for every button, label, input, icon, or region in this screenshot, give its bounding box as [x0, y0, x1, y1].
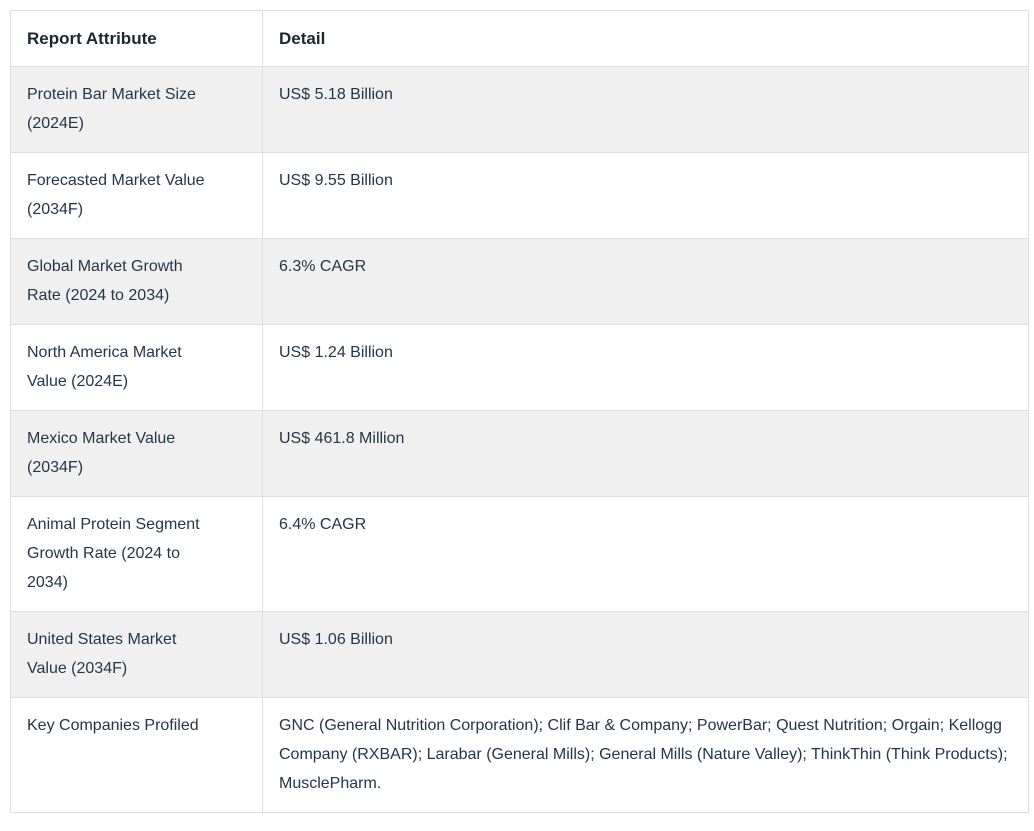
- row-detail-value: US$ 1.24 Billion: [279, 344, 393, 361]
- row-detail-value: US$ 461.8 Million: [279, 430, 405, 447]
- detail-cell: GNC (General Nutrition Corporation); Cli…: [262, 697, 1029, 813]
- row-detail-value: 6.4% CAGR: [279, 516, 367, 533]
- detail-cell: 6.3% CAGR: [262, 238, 1029, 325]
- row-attribute-label: Forecasted Market Value (2034F): [27, 172, 205, 218]
- attribute-cell: Protein Bar Market Size (2024E): [10, 66, 263, 153]
- column-header-report-attribute: Report Attribute: [10, 10, 263, 67]
- column-header-detail: Detail: [262, 10, 1029, 67]
- row-attribute-label: United States Market Value (2034F): [27, 631, 177, 677]
- table-row: Key Companies Profiled GNC (General Nutr…: [10, 697, 1029, 813]
- row-attribute-label: Global Market Growth Rate (2024 to 2034): [27, 258, 183, 304]
- row-attribute-label: Protein Bar Market Size (2024E): [27, 86, 196, 132]
- table-row: Protein Bar Market Size (2024E) US$ 5.18…: [10, 66, 1029, 153]
- row-attribute-label: Key Companies Profiled: [27, 717, 199, 734]
- attribute-cell: Key Companies Profiled: [10, 697, 263, 813]
- row-detail-value: US$ 5.18 Billion: [279, 86, 393, 103]
- table-row: United States Market Value (2034F) US$ 1…: [10, 611, 1029, 698]
- attribute-cell: Forecasted Market Value (2034F): [10, 152, 263, 239]
- row-attribute-label: Animal Protein Segment Growth Rate (2024…: [27, 516, 200, 591]
- table-row: North America Market Value (2024E) US$ 1…: [10, 324, 1029, 411]
- table-row: Forecasted Market Value (2034F) US$ 9.55…: [10, 152, 1029, 239]
- detail-cell: US$ 5.18 Billion: [262, 66, 1029, 153]
- detail-cell: US$ 461.8 Million: [262, 410, 1029, 497]
- detail-cell: US$ 9.55 Billion: [262, 152, 1029, 239]
- table-row: Global Market Growth Rate (2024 to 2034)…: [10, 238, 1029, 325]
- table-row: Mexico Market Value (2034F) US$ 461.8 Mi…: [10, 410, 1029, 497]
- attribute-cell: North America Market Value (2024E): [10, 324, 263, 411]
- row-detail-value: 6.3% CAGR: [279, 258, 367, 275]
- row-detail-value: US$ 9.55 Billion: [279, 172, 393, 189]
- detail-cell: US$ 1.24 Billion: [262, 324, 1029, 411]
- row-attribute-label: Mexico Market Value (2034F): [27, 430, 176, 476]
- attribute-cell: United States Market Value (2034F): [10, 611, 263, 698]
- report-summary-table: Report Attribute Detail Protein Bar Mark…: [10, 10, 1029, 813]
- table-header-row: Report Attribute Detail: [10, 10, 1029, 67]
- attribute-cell: Global Market Growth Rate (2024 to 2034): [10, 238, 263, 325]
- table-row: Animal Protein Segment Growth Rate (2024…: [10, 496, 1029, 612]
- row-attribute-label: North America Market Value (2024E): [27, 344, 182, 390]
- detail-cell: 6.4% CAGR: [262, 496, 1029, 612]
- row-detail-value: GNC (General Nutrition Corporation); Cli…: [279, 717, 1008, 792]
- attribute-cell: Mexico Market Value (2034F): [10, 410, 263, 497]
- report-summary-wrapper: Report Attribute Detail Protein Bar Mark…: [10, 10, 1029, 813]
- row-detail-value: US$ 1.06 Billion: [279, 631, 393, 648]
- attribute-cell: Animal Protein Segment Growth Rate (2024…: [10, 496, 263, 612]
- detail-cell: US$ 1.06 Billion: [262, 611, 1029, 698]
